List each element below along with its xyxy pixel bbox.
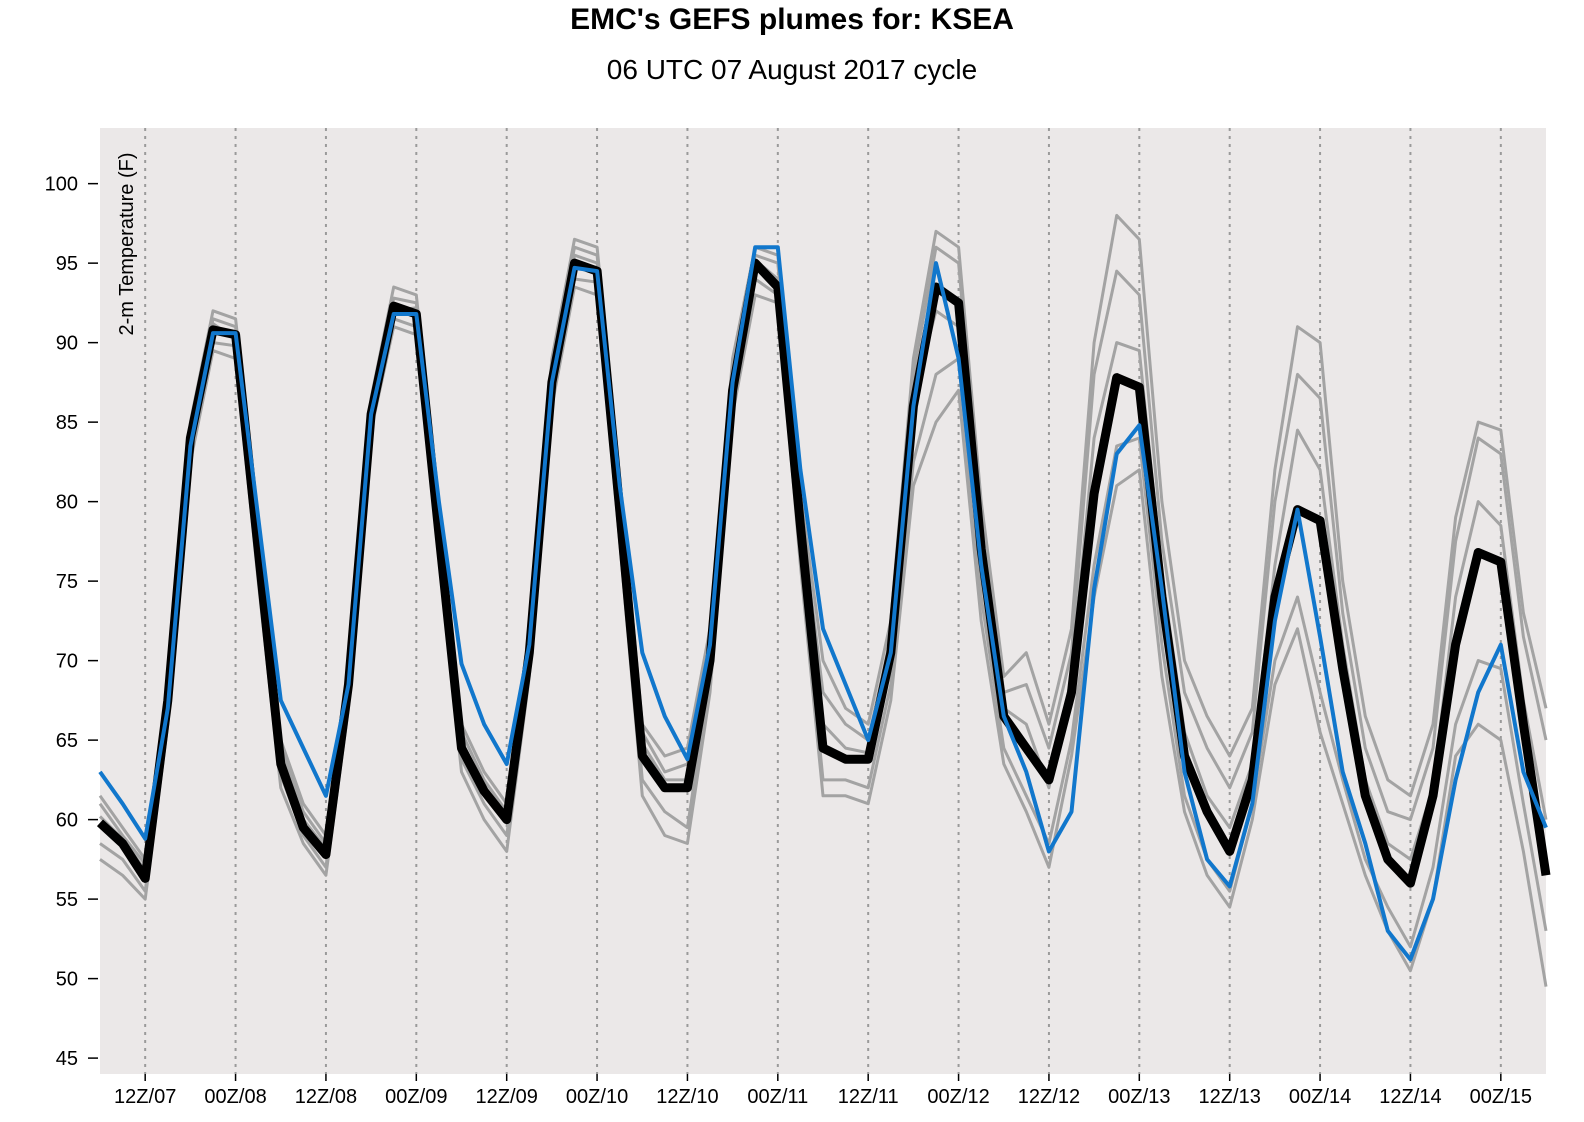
chart-title: EMC's GEFS plumes for: KSEA [570,3,1014,36]
y-tick-label: 85 [56,412,78,434]
x-tick-label: 12Z/09 [476,1086,538,1108]
y-tick-label: 75 [56,571,78,593]
x-tick-label: 12Z/08 [295,1086,357,1108]
control-run-line [98,245,1548,962]
x-tick-label: 12Z/13 [1199,1086,1261,1108]
x-tick-label: 00Z/14 [1289,1086,1351,1108]
vertical-gridlines [144,128,1502,1074]
chart-subtitle: 06 UTC 07 August 2017 cycle [607,54,977,85]
y-tick-label: 65 [56,730,78,752]
y-tick-label: 55 [56,889,78,911]
y-tick-label: 90 [56,333,78,355]
y-tick-label: 80 [56,492,78,514]
ensemble-mean-line [96,258,1551,888]
y-tick-label: 100 [45,174,78,196]
y-tick-label: 50 [56,969,78,991]
plot-background [100,128,1546,1074]
x-tick-label: 00Z/15 [1470,1086,1532,1108]
x-tick-label: 00Z/10 [566,1086,628,1108]
y-axis-label: 2-m Temperature (F) [116,152,138,335]
x-tick-label: 12Z/14 [1379,1086,1441,1108]
x-tick-label: 00Z/08 [204,1086,266,1108]
x-tick-label: 12Z/07 [114,1086,176,1108]
y-tick-label: 95 [56,253,78,275]
y-tick-label: 70 [56,651,78,673]
x-tick-label: 12Z/12 [1018,1086,1080,1108]
x-tick-label: 00Z/09 [385,1086,447,1108]
y-tick-label: 60 [56,810,78,832]
x-tick-label: 12Z/10 [656,1086,718,1108]
x-tick-label: 00Z/13 [1108,1086,1170,1108]
x-tick-label: 00Z/11 [747,1086,808,1108]
x-tick-label: 00Z/12 [927,1086,989,1108]
y-tick-label: 45 [56,1048,78,1070]
axes: 12Z/07 00Z/08 12Z/08 00Z/09 12Z/09 00Z/10 12Z/… [45,174,1532,1108]
series-lines [96,213,1551,987]
x-tick-label: 12Z/11 [838,1086,899,1108]
